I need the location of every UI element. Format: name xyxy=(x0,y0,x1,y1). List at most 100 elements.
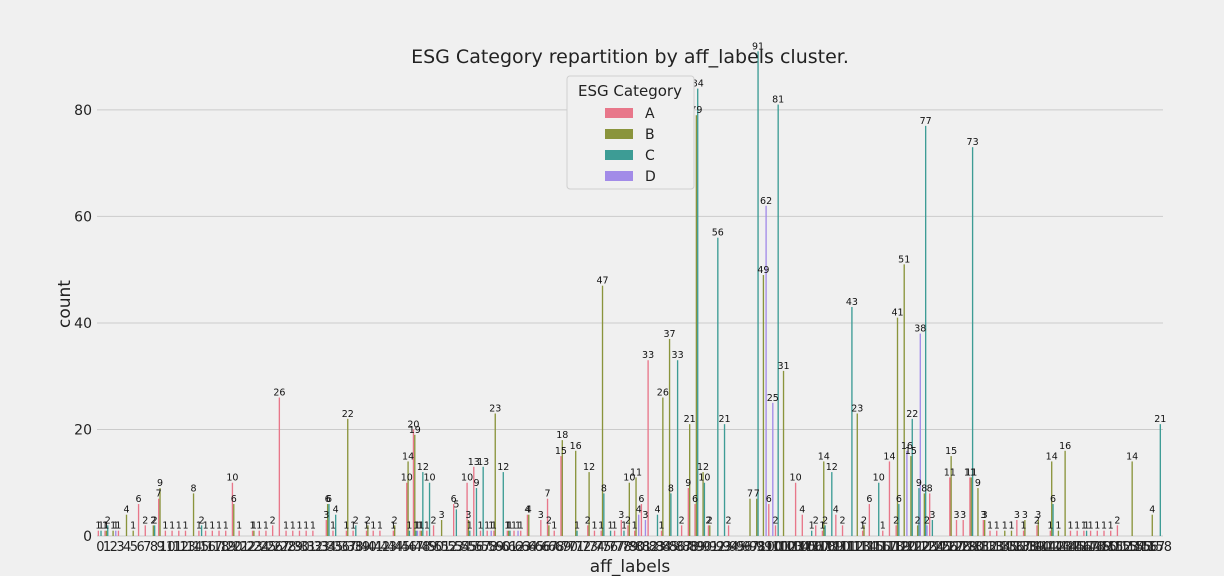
bar-C-56 xyxy=(475,488,478,536)
data-label: 2 xyxy=(365,515,371,526)
bar-B-140 xyxy=(1037,520,1039,536)
x-tick-label: 87 xyxy=(675,540,692,555)
bar-B-20 xyxy=(233,504,235,536)
x-tick-label: 95 xyxy=(729,540,746,555)
y-axis: 0 20 40 60 80 xyxy=(74,103,92,545)
bar-A-63 xyxy=(520,530,522,536)
legend-label-A: A xyxy=(645,106,655,122)
bar-B-80 xyxy=(635,477,637,536)
bar-C-85 xyxy=(670,493,672,536)
data-label: 4 xyxy=(123,505,129,516)
data-label: 1 xyxy=(162,521,168,532)
x-tick-label: 118 xyxy=(879,540,904,555)
bar-C-90 xyxy=(703,482,706,536)
x-tick-label: 82 xyxy=(642,540,659,555)
data-label: 6 xyxy=(866,494,872,505)
data-label: 1 xyxy=(417,521,423,532)
x-tick-label: 76 xyxy=(602,540,619,555)
data-label: 2 xyxy=(152,515,158,526)
bar-B-138 xyxy=(1024,520,1026,536)
x-tick-label: 9 xyxy=(157,540,165,555)
data-label: 2 xyxy=(585,515,591,526)
x-tick-label: 42 xyxy=(374,540,391,555)
x-tick-label: 81 xyxy=(635,540,652,555)
bar-A-82 xyxy=(647,360,649,536)
x-tick-label: 43 xyxy=(380,540,397,555)
x-tick-label: 139 xyxy=(1020,540,1045,555)
x-tick-label: 63 xyxy=(514,540,531,555)
x-tick-label: 109 xyxy=(819,540,844,555)
data-label: 1 xyxy=(169,521,175,532)
bar-C-49 xyxy=(428,482,431,536)
data-label: 73 xyxy=(967,137,979,148)
data-label: 23 xyxy=(851,403,863,414)
x-tick-label: 97 xyxy=(742,540,759,555)
bar-A-11 xyxy=(171,530,173,536)
data-label: 1 xyxy=(1008,521,1014,532)
x-tick-label: 10 xyxy=(159,540,176,555)
x-tick-label: 69 xyxy=(555,540,572,555)
y-tick-label: 60 xyxy=(74,209,92,225)
data-label: 38 xyxy=(914,324,926,335)
bar-C-53 xyxy=(455,509,458,536)
x-tick-label: 44 xyxy=(387,540,404,555)
bar-B-143 xyxy=(1057,530,1060,536)
x-tick-label: 151 xyxy=(1100,540,1125,555)
data-label: 2 xyxy=(705,515,711,526)
bar-A-46 xyxy=(406,482,408,536)
x-tick-label: 124 xyxy=(919,540,944,555)
legend-label-C: C xyxy=(645,148,655,164)
data-label: 10 xyxy=(873,473,885,484)
bar-C-112 xyxy=(851,306,853,536)
x-tick-label: 113 xyxy=(846,540,871,555)
data-label: 2 xyxy=(915,515,921,526)
data-label: 1 xyxy=(809,521,815,532)
data-label: 1 xyxy=(176,521,182,532)
bar-A-59 xyxy=(493,530,495,536)
data-label: 51 xyxy=(898,254,910,265)
x-tick-label: 64 xyxy=(521,540,538,555)
x-tick-label: 99 xyxy=(756,540,773,555)
data-label: 3 xyxy=(465,510,471,521)
data-label: 3 xyxy=(1022,510,1028,521)
bar-A-124 xyxy=(929,493,931,536)
data-label: 25 xyxy=(767,393,779,404)
bar-A-137 xyxy=(1016,520,1018,536)
x-tick-label: 107 xyxy=(805,540,830,555)
data-label: 6 xyxy=(231,494,237,505)
data-label: 12 xyxy=(826,462,838,473)
data-label: 1 xyxy=(511,521,517,532)
bar-B-136 xyxy=(1010,530,1013,536)
x-tick-label: 122 xyxy=(906,540,931,555)
bar-A-3 xyxy=(117,530,120,536)
x-tick-label: 111 xyxy=(832,540,857,555)
x-tick-label: 73 xyxy=(582,540,599,555)
data-label: 1 xyxy=(608,521,614,532)
data-label: 2 xyxy=(772,515,778,526)
x-tick-label: 103 xyxy=(778,540,803,555)
x-tick-label: 134 xyxy=(986,540,1011,555)
bar-A-38 xyxy=(352,530,354,536)
bar-B-97 xyxy=(749,498,751,536)
bar-A-21 xyxy=(238,530,240,536)
data-label: 10 xyxy=(623,473,635,484)
data-label: 62 xyxy=(760,196,772,207)
x-tick-label: 108 xyxy=(812,540,837,555)
x-tick-label: 138 xyxy=(1013,540,1038,555)
x-tick-label: 80 xyxy=(628,540,645,555)
bar-C-93 xyxy=(723,424,726,536)
bar-A-15 xyxy=(198,530,200,536)
data-label: 11 xyxy=(944,467,956,478)
x-tick-label: 77 xyxy=(608,540,625,555)
bar-A-152 xyxy=(1116,525,1119,536)
x-tick-label: 136 xyxy=(1000,540,1025,555)
bar-C-47 xyxy=(415,530,417,536)
bar-C-98 xyxy=(757,51,759,536)
x-tick-label: 60 xyxy=(494,540,511,555)
data-label: 1 xyxy=(551,521,557,532)
data-label: 1 xyxy=(987,521,993,532)
data-label: 9 xyxy=(975,478,981,489)
data-label: 9 xyxy=(685,478,691,489)
bar-B-102 xyxy=(782,370,785,536)
